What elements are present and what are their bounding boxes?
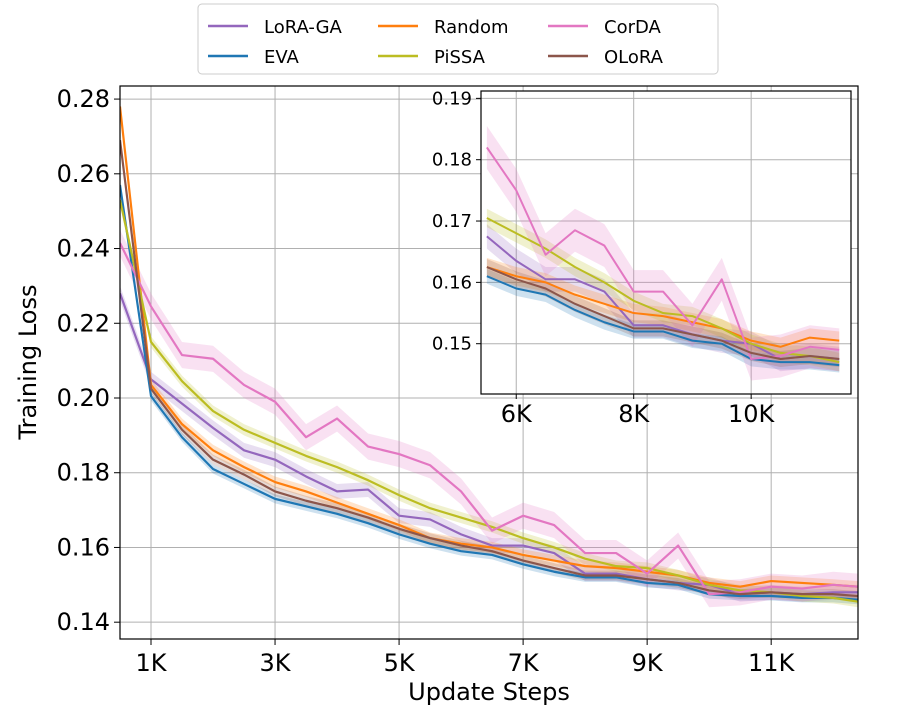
inset-x-tick-label: 10K bbox=[728, 400, 776, 428]
y-tick-label: 0.22 bbox=[57, 309, 110, 337]
y-tick-label: 0.26 bbox=[57, 160, 110, 188]
y-tick-label: 0.20 bbox=[57, 384, 110, 412]
line-random bbox=[120, 106, 858, 588]
y-tick-label: 0.16 bbox=[57, 533, 110, 561]
inset-grid bbox=[481, 91, 851, 394]
inset-y-tick-label: 0.18 bbox=[432, 150, 472, 171]
line-corda bbox=[486, 146, 840, 361]
inset-plot-frame bbox=[480, 90, 852, 395]
inset-x-tick-label: 6K bbox=[501, 400, 533, 428]
y-axis-label: Training Loss bbox=[14, 285, 42, 441]
inset-y-tick-label: 0.16 bbox=[432, 272, 472, 293]
main-series-lines bbox=[120, 106, 858, 603]
x-tick-label: 11K bbox=[748, 649, 796, 677]
inset-y-tick-label: 0.15 bbox=[432, 334, 472, 355]
main-x-ticks: 1K 3K 5K 7K 9K 11K bbox=[136, 639, 796, 677]
inset-x-tick-label: 8K bbox=[618, 400, 650, 428]
x-tick-label: 5K bbox=[384, 649, 416, 677]
legend-label-pissa: PiSSA bbox=[434, 47, 486, 68]
x-tick-label: 3K bbox=[260, 649, 292, 677]
legend-label-olora: OLoRA bbox=[604, 47, 664, 68]
line-olora bbox=[120, 140, 858, 598]
inset-series-lines bbox=[486, 146, 840, 367]
legend: LoRA-GA EVA Random PiSSA CorDA OLoRA bbox=[197, 3, 719, 75]
y-tick-label: 0.28 bbox=[57, 85, 110, 113]
band-random bbox=[486, 257, 840, 356]
y-tick-label: 0.18 bbox=[57, 459, 110, 487]
line-pissa bbox=[120, 199, 858, 603]
x-tick-label: 1K bbox=[136, 649, 168, 677]
legend-label-random: Random bbox=[434, 17, 509, 38]
band-lora-ga bbox=[486, 224, 840, 372]
main-y-ticks: 0.14 0.16 0.18 0.20 0.22 0.24 0.26 0.28 bbox=[57, 85, 120, 636]
y-tick-label: 0.24 bbox=[57, 235, 110, 263]
legend-label-corda: CorDA bbox=[604, 17, 662, 38]
inset-y-ticks: 0.15 0.16 0.17 0.18 0.19 bbox=[432, 88, 481, 355]
band-corda bbox=[120, 229, 858, 608]
legend-label-eva: EVA bbox=[264, 47, 300, 68]
inset-y-tick-label: 0.19 bbox=[432, 88, 472, 109]
main-plot-frame bbox=[119, 85, 859, 640]
line-random bbox=[486, 266, 840, 348]
band-pissa bbox=[120, 194, 858, 608]
x-tick-label: 7K bbox=[508, 649, 540, 677]
x-tick-label: 9K bbox=[632, 649, 664, 677]
line-pissa bbox=[486, 217, 840, 364]
line-eva bbox=[120, 184, 858, 601]
main-confidence-bands bbox=[120, 100, 858, 608]
inset-x-ticks: 6K 8K 10K bbox=[501, 394, 776, 428]
legend-label-lora-ga: LoRA-GA bbox=[264, 17, 343, 38]
band-lora-ga bbox=[120, 285, 858, 602]
x-axis-label: Update Steps bbox=[408, 678, 570, 706]
y-tick-label: 0.14 bbox=[57, 608, 110, 636]
line-corda bbox=[120, 242, 858, 596]
line-olora bbox=[486, 266, 840, 361]
line-eva bbox=[486, 275, 840, 367]
inset-y-tick-label: 0.17 bbox=[432, 211, 472, 232]
